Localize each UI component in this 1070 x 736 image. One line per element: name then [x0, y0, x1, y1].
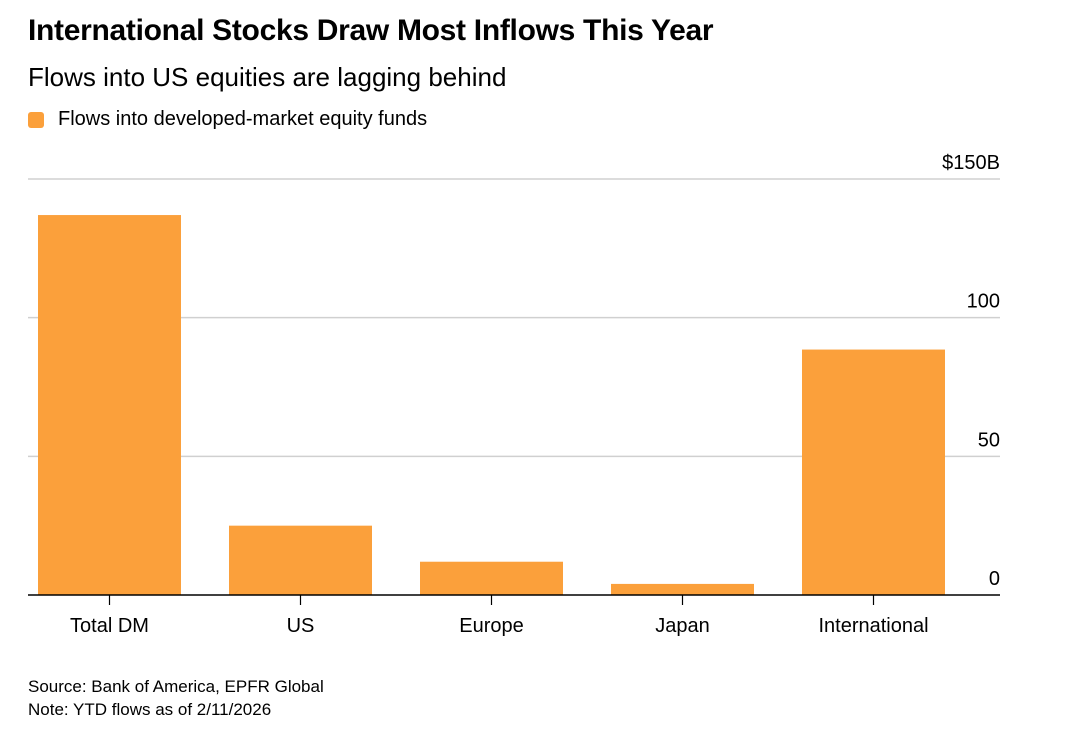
x-tick-label: Japan: [655, 615, 710, 637]
y-tick-label: $150B: [942, 152, 1000, 174]
y-tick-label: 50: [978, 429, 1000, 451]
y-tick-label: 100: [967, 291, 1000, 313]
x-tick-label: Total DM: [70, 615, 149, 637]
x-tick-label: Europe: [459, 615, 524, 637]
bar-europe: [420, 561, 563, 595]
legend-label: Flows into developed-market equity funds: [58, 108, 428, 130]
chart-title: International Stocks Draw Most Inflows T…: [28, 14, 714, 47]
legend-swatch: [28, 111, 44, 128]
x-tick-label: International: [818, 615, 928, 637]
x-tick-label: US: [287, 615, 315, 637]
bar-total-dm: [38, 215, 181, 595]
footnote: Note: YTD flows as of 2/11/2026: [28, 700, 272, 719]
bar-us: [229, 525, 372, 595]
y-tick-label: 0: [989, 568, 1000, 590]
legend: Flows into developed-market equity funds: [28, 108, 427, 131]
bar-international: [802, 349, 945, 595]
chart-subtitle: Flows into US equities are lagging behin…: [28, 62, 507, 92]
bar-japan: [611, 583, 754, 595]
source-note: Source: Bank of America, EPFR Global: [28, 677, 324, 696]
